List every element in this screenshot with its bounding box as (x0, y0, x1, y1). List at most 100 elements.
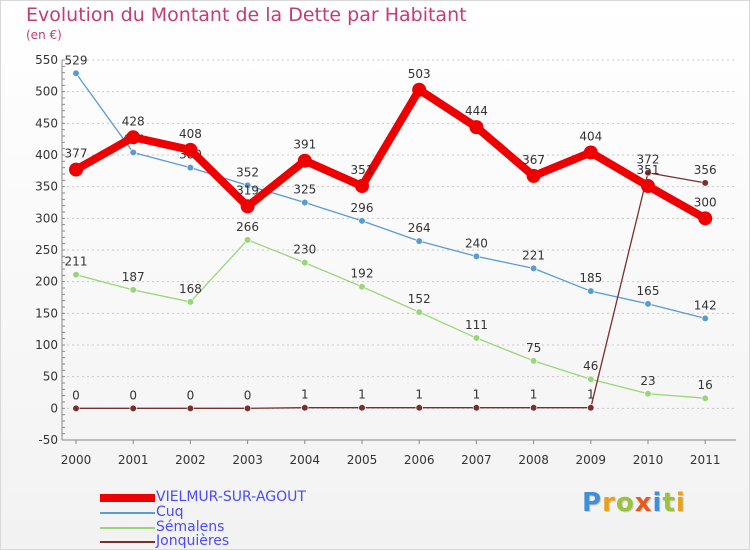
series-line (75, 239, 706, 399)
data-label: 185 (579, 271, 602, 285)
data-label: 351 (351, 163, 374, 177)
data-label: 211 (65, 255, 88, 269)
data-label: 503 (408, 67, 431, 81)
data-label: 367 (522, 153, 545, 167)
data-point (587, 287, 595, 295)
data-point (472, 252, 481, 260)
data-label: 356 (694, 163, 717, 177)
data-point (701, 314, 709, 323)
series-line (75, 72, 706, 320)
data-label: 266 (236, 220, 259, 234)
series-line (74, 85, 708, 222)
data-label: 75 (526, 341, 541, 355)
data-point (72, 69, 80, 77)
x-tick-label: 2009 (576, 453, 607, 467)
data-point (529, 264, 538, 272)
legend-label: Sémalens (156, 519, 225, 535)
logo-letter: r (602, 488, 616, 518)
data-label: 23 (640, 374, 655, 388)
data-label: 1 (415, 388, 423, 402)
data-label: 0 (187, 388, 195, 402)
data-label: 372 (637, 153, 660, 167)
data-label: 444 (465, 104, 488, 118)
data-point (301, 404, 309, 412)
y-tick-label: 200 (35, 275, 58, 289)
data-point (240, 199, 255, 214)
data-point (701, 179, 709, 187)
data-point (301, 198, 309, 207)
data-label: 377 (65, 147, 88, 161)
data-point (644, 300, 652, 308)
y-tick-label: -50 (38, 433, 58, 447)
data-point (412, 82, 427, 97)
y-tick-label: 300 (35, 211, 58, 225)
data-label: 428 (122, 114, 145, 128)
data-point (186, 404, 194, 412)
data-point (186, 164, 194, 172)
data-label: 391 (293, 138, 316, 152)
y-tick-label: 250 (35, 243, 58, 257)
y-tick-label: 50 (43, 370, 58, 384)
data-point (358, 217, 366, 225)
data-point (186, 298, 194, 306)
data-label: 46 (583, 359, 598, 373)
data-point (644, 169, 652, 177)
data-label: 221 (522, 248, 545, 262)
x-tick-label: 2000 (61, 453, 92, 467)
y-tick-label: 450 (35, 116, 58, 130)
data-label: 296 (351, 201, 374, 215)
data-label: 1 (473, 388, 481, 402)
x-tick-label: 2010 (633, 453, 664, 467)
y-tick-label: 350 (35, 180, 58, 194)
x-tick-label: 2007 (461, 453, 492, 467)
data-point (472, 404, 481, 412)
data-label: 165 (637, 284, 660, 298)
data-point (472, 334, 481, 342)
x-tick-label: 2002 (175, 453, 206, 467)
x-tick-label: 2003 (232, 453, 263, 467)
data-point (644, 390, 652, 398)
data-label: 111 (465, 318, 488, 332)
data-point (415, 237, 423, 245)
data-point (129, 148, 137, 157)
data-point (641, 179, 655, 194)
data-point (701, 394, 709, 402)
data-label: 192 (351, 267, 374, 281)
data-label: 1 (530, 388, 538, 402)
data-point (358, 404, 366, 412)
data-label: 1 (587, 388, 595, 402)
legend-label: Cuq (156, 504, 184, 520)
data-point (415, 404, 423, 412)
legend-swatch (100, 541, 155, 543)
y-tick-label: 550 (35, 53, 58, 67)
data-point (69, 162, 83, 177)
data-point (183, 142, 198, 157)
data-label: 152 (408, 292, 431, 306)
data-point (72, 404, 80, 412)
logo-letter: i (652, 488, 663, 518)
data-label: 352 (236, 165, 259, 179)
data-label: 351 (637, 163, 660, 177)
data-point (129, 286, 137, 294)
x-tick-label: 2001 (118, 453, 149, 467)
data-point (415, 308, 423, 316)
data-label: 142 (694, 298, 717, 312)
data-point (587, 404, 595, 412)
logo-letter: t (662, 488, 676, 518)
data-label: 187 (122, 270, 145, 284)
x-tick-label: 2008 (518, 453, 549, 467)
data-point (355, 179, 369, 194)
data-point (358, 283, 366, 291)
data-label: 168 (179, 282, 202, 296)
data-label: 240 (465, 236, 488, 250)
chart-title: Evolution du Montant de la Dette par Hab… (26, 4, 467, 26)
data-label: 264 (408, 221, 431, 235)
data-label: 1 (358, 388, 366, 402)
data-label: 0 (72, 388, 80, 402)
legend-label: VIELMUR-SUR-AGOUT (156, 489, 306, 505)
data-point (698, 211, 713, 226)
data-label: 16 (698, 378, 713, 392)
x-tick-label: 2011 (690, 453, 721, 467)
